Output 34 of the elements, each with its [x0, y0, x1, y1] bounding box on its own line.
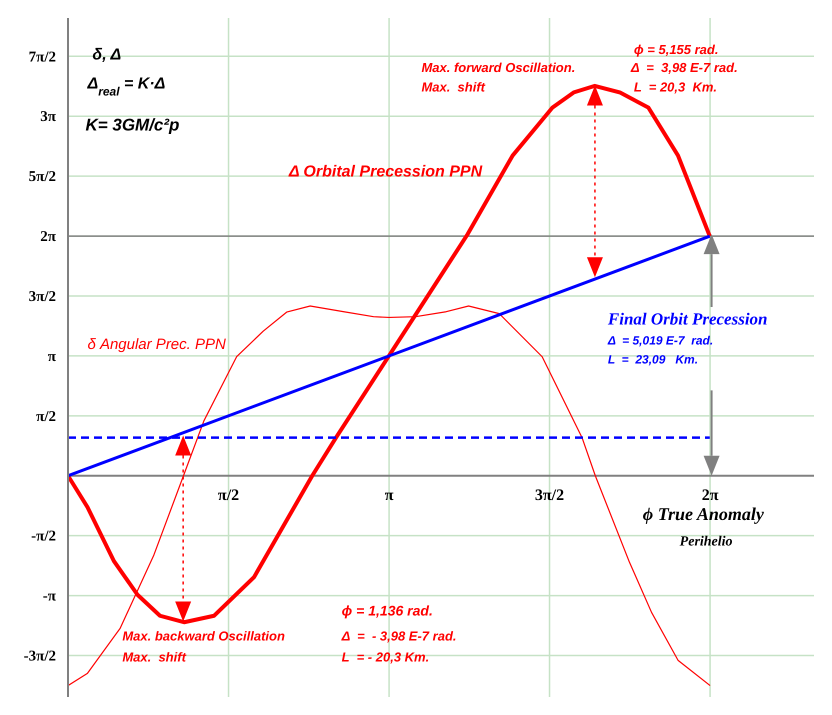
annotation: δ, Δ: [92, 46, 122, 64]
y-tick-label: 3π/2: [28, 289, 56, 306]
annotation: L = - 20,3 Km.: [342, 650, 430, 665]
annotation: ϕ = 1,136 rad.: [342, 602, 433, 619]
annotation: Final Orbit Precession: [606, 309, 768, 328]
annotation: Δ = 3,98 E-7 rad.: [630, 60, 738, 76]
annotation: Max. shift: [122, 650, 187, 665]
y-tick-label: 3π: [40, 109, 57, 126]
annotation: L = 20,3 Km.: [634, 79, 718, 94]
annotation: Max. backward Oscillation: [122, 628, 285, 644]
y-tick-label: -π: [42, 588, 57, 605]
x-tick-label: 2π: [702, 486, 719, 504]
y-tick-label: π/2: [36, 408, 56, 425]
x-tick-label: π/2: [218, 486, 240, 504]
x-axis-title: ϕ True Anomaly: [642, 504, 765, 524]
y-tick-label: 5π/2: [28, 169, 56, 186]
annotation: Max. forward Oscillation.: [421, 60, 576, 76]
annotation: Perihelio: [680, 534, 733, 550]
series-label: δ Angular Prec. PPN: [87, 336, 226, 354]
annotation: Δ = - 3,98 E-7 rad.: [340, 628, 457, 644]
y-tick-label: 2π: [40, 229, 57, 246]
y-tick-label: 7π/2: [28, 49, 56, 66]
annotation: Δ = 5,019 E-7 rad.: [606, 333, 714, 348]
y-tick-label: -π/2: [31, 528, 56, 545]
annotation: L = 23,09 Km.: [608, 352, 698, 367]
annotation: Max. shift: [421, 79, 486, 94]
series-label: Δ Orbital Precession PPN: [288, 164, 483, 181]
annotation: Δ$_{real}$ = K·Δ: [86, 75, 166, 98]
x-tick-label: π: [384, 486, 394, 504]
y-tick-label: -3π/2: [24, 648, 56, 664]
annotation: ϕ = 5,155 rad.: [634, 42, 718, 57]
x-tick-label: 3π/2: [534, 486, 564, 504]
y-tick-label: π: [48, 348, 57, 365]
annotation: K= 3GM/c²p: [85, 116, 180, 135]
